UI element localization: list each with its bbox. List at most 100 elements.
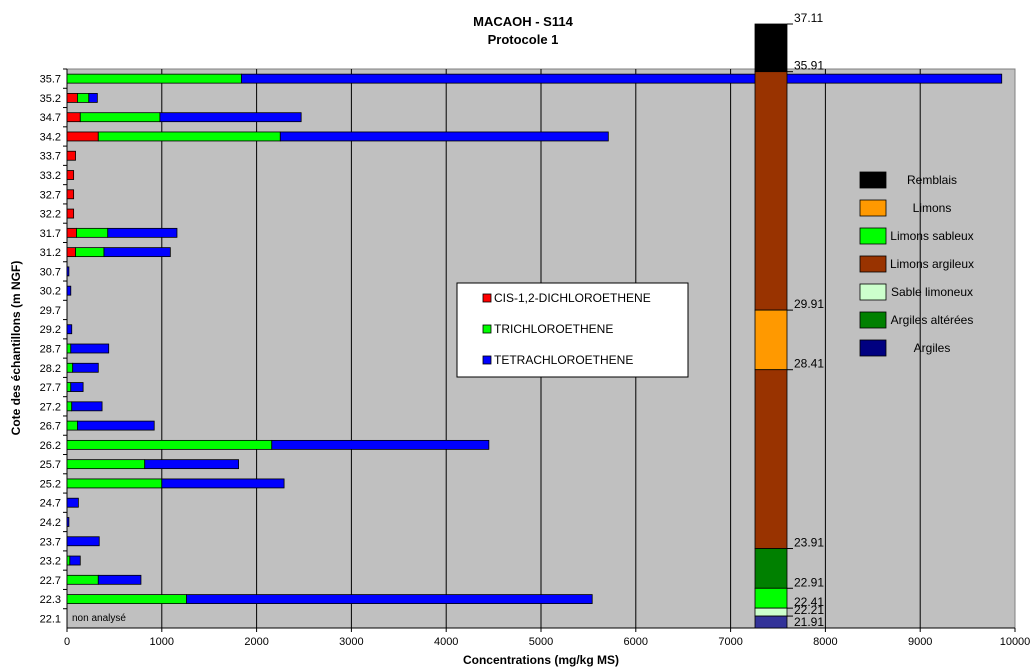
- y-axis-label: Cote des échantillons (m NGF): [9, 261, 23, 436]
- depth-label: 23.91: [794, 536, 824, 550]
- x-tick-label: 3000: [339, 636, 363, 648]
- bar-pce: [144, 459, 239, 470]
- depth-label: 28.41: [794, 357, 824, 371]
- bar-tce: [66, 555, 71, 566]
- chart-subtitle: Protocole 1: [488, 32, 559, 47]
- bar-tce: [66, 439, 273, 450]
- x-tick-label: 0: [64, 636, 70, 648]
- y-tick-label: 32.2: [40, 209, 61, 221]
- x-axis-label: Concentrations (mg/kg MS): [463, 653, 619, 667]
- y-tick-label: 22.7: [40, 575, 61, 587]
- y-tick-label: 30.7: [40, 266, 61, 278]
- y-tick-label: 27.2: [40, 401, 61, 413]
- bar-pce: [279, 131, 609, 142]
- bar-dce: [66, 189, 75, 200]
- y-tick-label: 30.2: [40, 286, 61, 298]
- lithology-layer: [754, 587, 788, 609]
- depth-label: 35.91: [794, 59, 824, 73]
- bar-tce: [66, 420, 78, 431]
- depth-label: 22.21: [794, 603, 824, 617]
- bar-tce: [66, 574, 99, 585]
- bar-tce: [66, 459, 146, 470]
- x-tick-label: 6000: [624, 636, 648, 648]
- non-analyse-annotation: non analysé: [72, 613, 126, 624]
- y-tick-label: 25.2: [40, 478, 61, 490]
- lithology-legend-label: Argiles: [914, 341, 951, 355]
- y-tick-label: 26.7: [40, 421, 61, 433]
- x-tick-label: 10000: [1000, 636, 1031, 648]
- bar-pce: [66, 285, 72, 296]
- bar-pce: [66, 536, 100, 547]
- x-tick-label: 9000: [908, 636, 932, 648]
- bar-pce: [66, 517, 70, 527]
- bar-pce: [97, 574, 142, 585]
- series-legend-swatch: [482, 324, 492, 334]
- y-tick-label: 27.7: [40, 382, 61, 394]
- bar-tce: [77, 93, 90, 103]
- bar-dce: [66, 131, 99, 142]
- bar-dce: [66, 150, 76, 161]
- y-tick-label: 33.7: [40, 151, 61, 163]
- y-tick-label: 23.2: [40, 556, 61, 568]
- bar-pce: [103, 247, 171, 258]
- lithology-layer: [754, 71, 788, 311]
- depth-label: 29.91: [794, 297, 824, 311]
- depth-label: 22.91: [794, 575, 824, 589]
- bar-pce: [77, 420, 155, 431]
- y-tick-label: 22.1: [40, 613, 61, 625]
- bar-pce: [159, 112, 302, 123]
- bar-pce: [271, 439, 490, 450]
- bars-layer: [66, 73, 1003, 604]
- x-tick-label: 7000: [718, 636, 742, 648]
- bar-pce: [69, 555, 81, 566]
- x-tick-label: 4000: [434, 636, 458, 648]
- lithology-legend-swatch: [859, 339, 887, 357]
- bar-dce: [66, 170, 75, 180]
- y-tick-labels: 35.7 35.2 34.7 34.2 33.7 33.2 32.7 32.2 31.7 31.2…: [40, 74, 61, 626]
- bar-pce: [88, 93, 98, 103]
- lithology-depth-labels: 37.11 35.91 29.91 28.41 23.91 22.91 22.4122.21…: [787, 11, 824, 629]
- y-tick-label: 26.2: [40, 440, 61, 452]
- y-tick-label: 29.7: [40, 305, 61, 317]
- bar-dce: [66, 208, 75, 219]
- y-tick-label: 32.7: [40, 189, 61, 201]
- bar-pce: [70, 382, 84, 392]
- lithology-layer: [754, 369, 788, 549]
- series-legend-label: TRICHLOROETHENE: [494, 322, 613, 336]
- bar-tce: [66, 478, 163, 489]
- chart-title: MACAOH - S114: [473, 14, 573, 29]
- y-tick-label: 23.7: [40, 536, 61, 548]
- lithology-layer: [754, 309, 788, 371]
- y-tick-label: 31.2: [40, 247, 61, 259]
- bar-tce: [79, 112, 161, 123]
- lithology-log: [754, 23, 788, 629]
- bar-tce: [76, 227, 109, 238]
- y-tick-label: 24.7: [40, 498, 61, 510]
- lithology-legend-swatch: [859, 171, 887, 189]
- bar-pce: [66, 266, 70, 277]
- lithology-layer: [754, 615, 788, 629]
- y-tick-label: 22.3: [40, 594, 61, 606]
- y-tick-label: 31.7: [40, 228, 61, 240]
- y-tick-label: 28.7: [40, 344, 61, 356]
- y-tick-label: 34.7: [40, 112, 61, 124]
- depth-label: 21.91: [794, 615, 824, 629]
- bar-dce: [66, 112, 81, 123]
- lithology-legend-swatch: [859, 227, 887, 245]
- bar-tce: [66, 362, 74, 373]
- series-legend-box: [456, 282, 689, 378]
- lithology-legend-swatch: [859, 311, 887, 329]
- series-legend-label: CIS-1,2-DICHLOROETHENE: [494, 291, 651, 305]
- x-tick-label: 1000: [150, 636, 174, 648]
- bar-pce: [241, 73, 1003, 84]
- depth-label: 37.11: [794, 11, 823, 25]
- lithology-legend-label: Limons: [913, 201, 952, 215]
- bar-pce: [71, 401, 103, 412]
- y-tick-label: 35.2: [40, 93, 61, 105]
- bar-pce: [161, 478, 285, 489]
- lithology-legend-label: Argiles altérées: [891, 313, 974, 327]
- lithology-layer: [754, 607, 788, 617]
- bar-pce: [70, 343, 110, 354]
- series-legend-swatch: [482, 293, 492, 303]
- y-tick-label: 35.7: [40, 74, 61, 86]
